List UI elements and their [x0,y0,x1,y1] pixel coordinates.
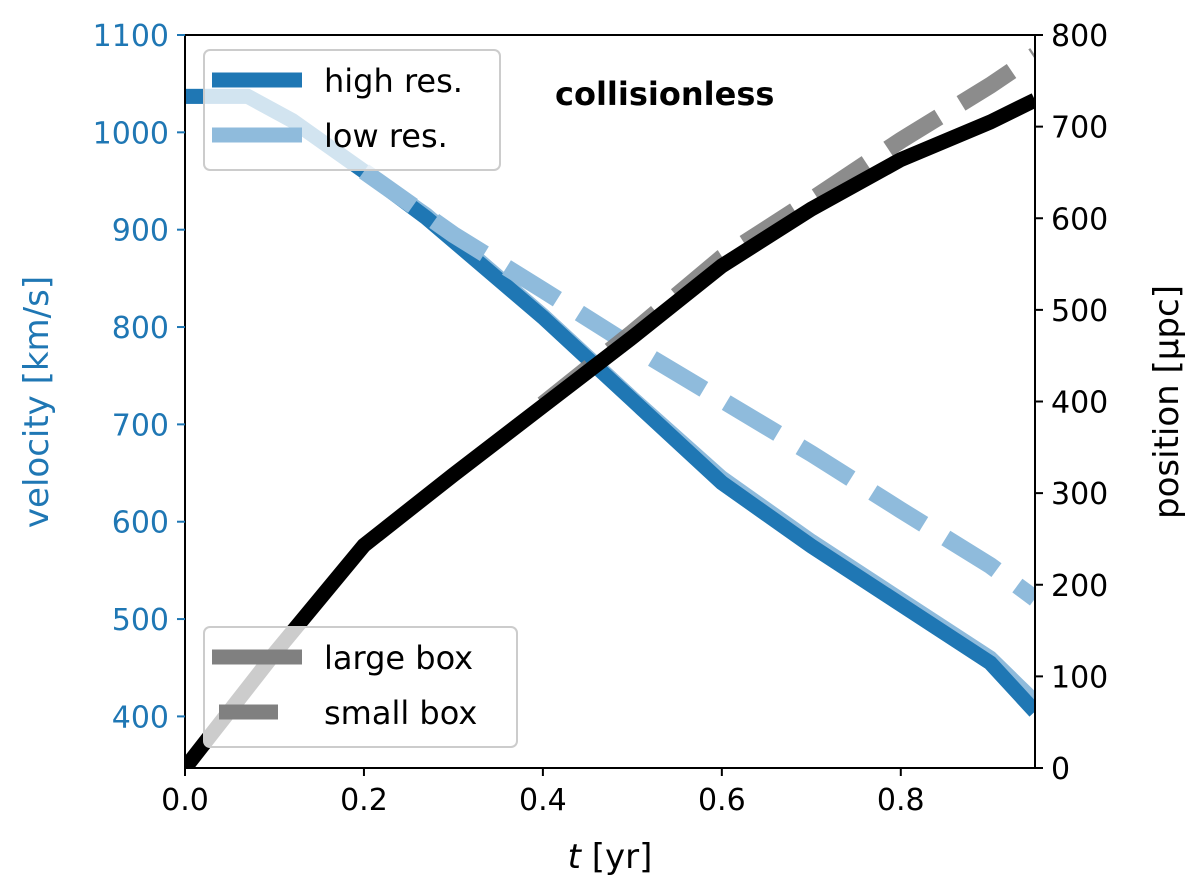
y-axis-label-left: velocity [km/s] [17,276,57,528]
y-axis-label-right: position [μpc] [1147,285,1187,519]
y-left-tick-label: 700 [112,408,169,443]
series-line-2 [359,164,1035,606]
y-right-tick-label: 800 [1051,19,1108,54]
y-left-tick-label: 1100 [93,19,169,54]
y-left-tick-label: 900 [112,214,169,249]
y-right-tick-label: 400 [1051,386,1108,421]
x-tick-label: 0.8 [877,783,925,818]
y-right-tick-label: 200 [1051,569,1108,604]
x-tick-label: 0.6 [698,783,746,818]
y-left-tick-label: 800 [112,311,169,346]
legend-resolution: high res. low res. [203,49,501,171]
legend-label-small-box: small box [324,694,477,732]
y-left-tick-label: 500 [112,603,169,638]
y-right-tick-label: 500 [1051,294,1108,329]
x-tick-label: 0.2 [340,783,388,818]
y-right-tick-label: 300 [1051,477,1108,512]
legend-box: large box small box [203,626,518,748]
y-right-tick-label: 0 [1051,752,1070,787]
y-left-tick-label: 400 [112,700,169,735]
x-tick-label: 0.0 [161,783,209,818]
y-right-tick-label: 100 [1051,660,1108,695]
legend-label-high-res: high res. [324,62,463,100]
legend-label-low-res: low res. [324,117,448,155]
y-right-tick-label: 600 [1051,202,1108,237]
y-left-tick-label: 600 [112,506,169,541]
x-axis-label: t [yr] [568,837,653,877]
chart-title: collisionless [555,75,774,113]
legend-label-large-box: large box [324,639,473,677]
y-left-tick-label: 1000 [93,116,169,151]
x-tick-label: 0.4 [519,783,567,818]
y-right-tick-label: 700 [1051,111,1108,146]
series-line-4 [185,93,1035,768]
ticks: 0.0 0.2 0.4 0.6 0.84005006007008009001000110… [93,19,1109,818]
